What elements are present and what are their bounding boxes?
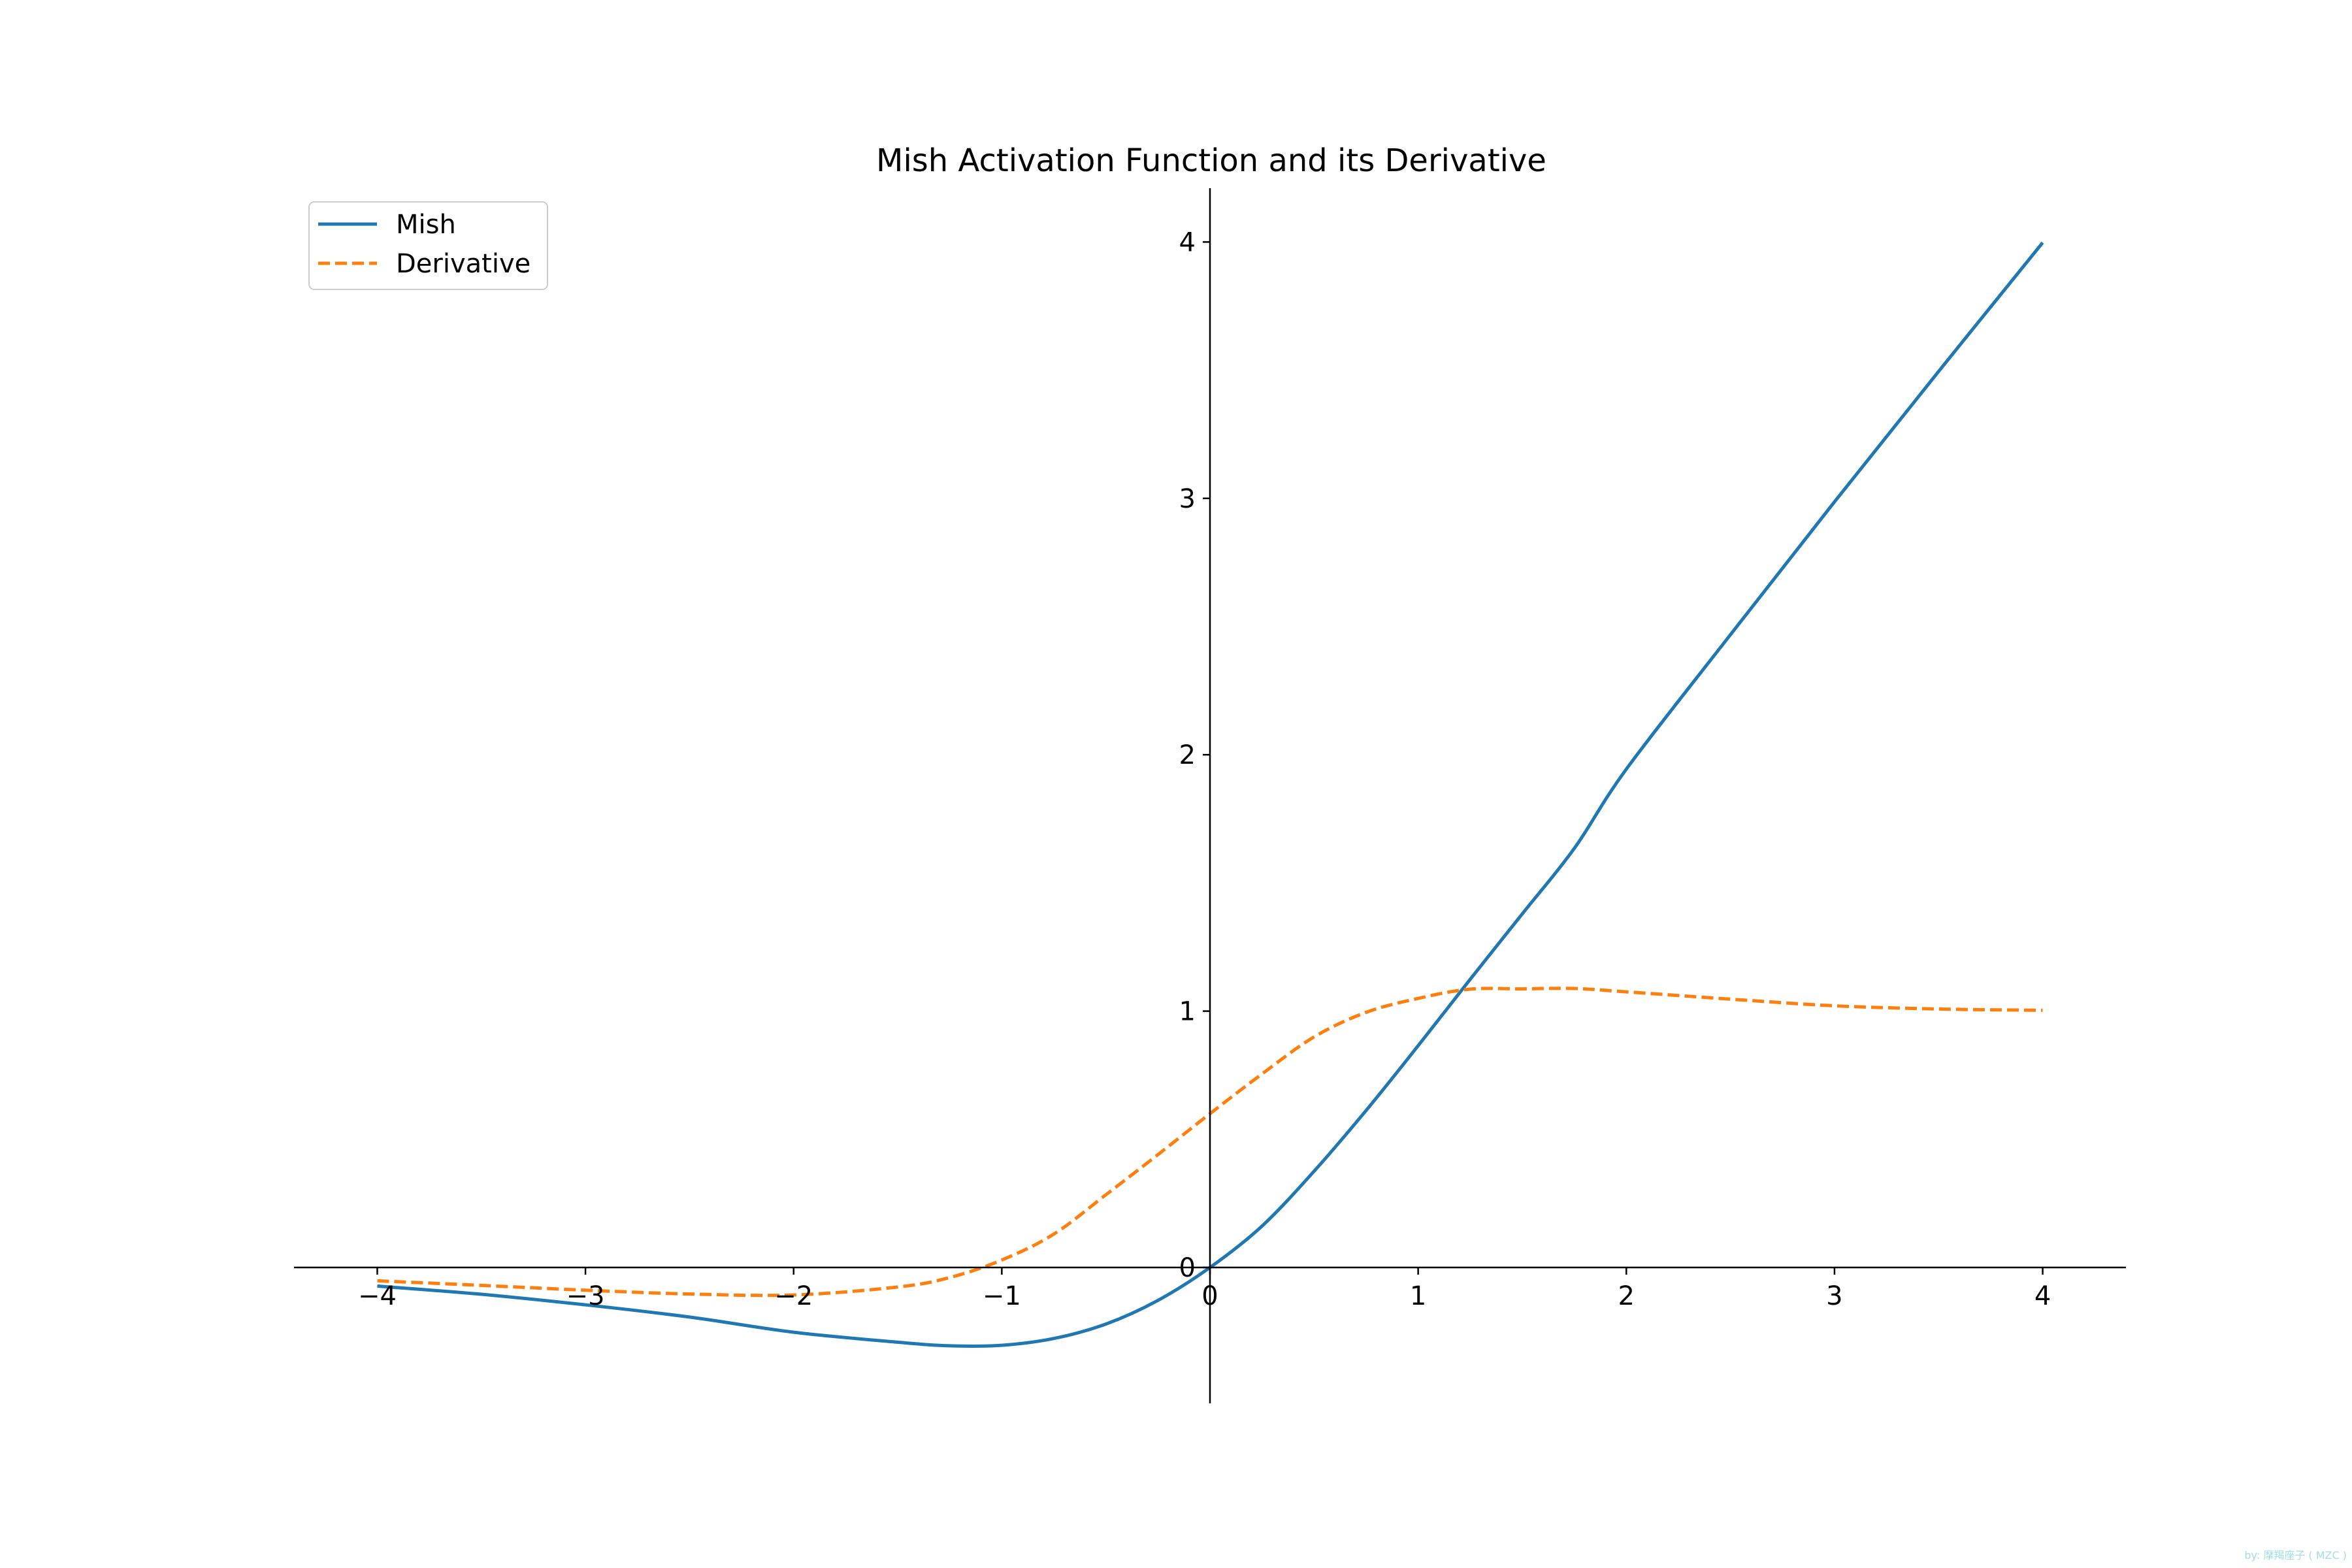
axes-layer [294, 188, 2126, 1403]
y-tick-label: 3 [1179, 484, 1196, 514]
y-tick-label: 0 [1179, 1253, 1196, 1283]
x-tick-label: 0 [1201, 1281, 1218, 1311]
x-tick-label: −4 [358, 1281, 397, 1311]
x-tick-label: −1 [983, 1281, 1021, 1311]
x-tick-label: −2 [774, 1281, 813, 1311]
x-tick-label: 1 [1410, 1281, 1426, 1311]
watermark: by: 摩羯座子 ( MZC ) [2244, 1549, 2347, 1561]
chart-title: Mish Activation Function and its Derivat… [876, 142, 1546, 179]
y-tick-label: 4 [1179, 227, 1196, 257]
y-tick-label: 1 [1179, 997, 1196, 1027]
series-line-derivative [377, 987, 2043, 1298]
x-tick-label: 3 [1826, 1281, 1842, 1311]
x-tick-label: 2 [1618, 1281, 1635, 1311]
legend-label-derivative: Derivative [396, 249, 531, 279]
y-tick-label: 2 [1179, 740, 1196, 770]
x-tick-label: 4 [2034, 1281, 2051, 1311]
x-tick-label: −3 [566, 1281, 605, 1311]
series-line-mish [377, 241, 2044, 1348]
series-layer [377, 241, 2044, 1348]
y-tick-layer: 0 1 2 3 4 [1179, 227, 1210, 1283]
x-tick-layer: −4 −3 −2 −1 0 1 2 3 4 [358, 1267, 2051, 1311]
legend: Mish Derivative [308, 201, 548, 290]
legend-label-mish: Mish [396, 210, 456, 240]
